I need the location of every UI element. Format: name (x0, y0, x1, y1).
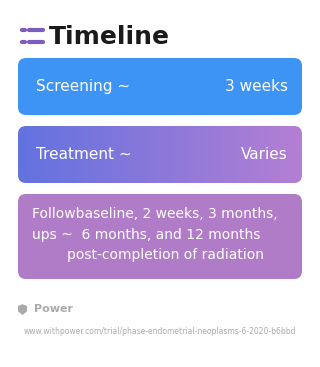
FancyBboxPatch shape (18, 126, 302, 183)
Text: www.withpower.com/trial/phase-endometrial-neoplasms-6-2020-b6bbd: www.withpower.com/trial/phase-endometria… (24, 327, 296, 337)
Text: 3 weeks: 3 weeks (225, 79, 288, 94)
Text: Followbaseline, 2 weeks, 3 months,
ups ~  6 months, and 12 months
        post-c: Followbaseline, 2 weeks, 3 months, ups ~… (32, 207, 278, 262)
Text: Treatment ~: Treatment ~ (36, 147, 132, 162)
Polygon shape (18, 304, 27, 315)
FancyBboxPatch shape (18, 58, 302, 115)
FancyBboxPatch shape (18, 194, 302, 279)
Text: Screening ~: Screening ~ (36, 79, 130, 94)
Text: Power: Power (34, 304, 73, 314)
Text: Timeline: Timeline (49, 25, 170, 49)
Text: Varies: Varies (241, 147, 288, 162)
